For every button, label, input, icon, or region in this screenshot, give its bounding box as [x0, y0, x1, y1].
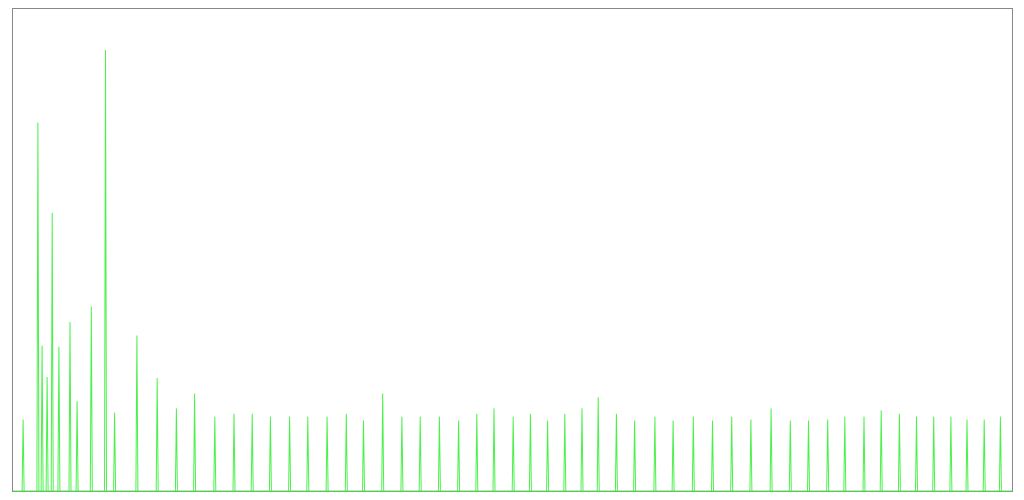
spike-38: [614, 413, 618, 492]
spike-5: [50, 212, 54, 492]
spike-13: [155, 377, 159, 492]
spike-1: [21, 419, 25, 492]
spike-31: [492, 408, 496, 492]
spike-18: [250, 413, 254, 492]
spike-28: [437, 416, 441, 492]
spike-6: [57, 346, 61, 492]
spike-58: [982, 419, 986, 492]
spike-33: [528, 413, 532, 492]
spike-17: [232, 413, 236, 492]
spike-56: [949, 416, 953, 492]
spike-37: [596, 397, 600, 492]
spike-35: [563, 413, 567, 492]
spike-24: [362, 420, 365, 492]
spike-49: [826, 419, 830, 492]
spike-15: [193, 393, 197, 492]
spike-12: [135, 335, 139, 492]
spike-4: [45, 377, 49, 492]
spike-48: [807, 420, 810, 492]
spike-44: [730, 416, 734, 492]
spike-22: [325, 416, 329, 492]
spike-47: [788, 420, 792, 492]
spike-32: [511, 416, 515, 492]
spike-34: [546, 420, 550, 492]
spike-30: [475, 413, 479, 492]
spike-3: [40, 345, 44, 492]
spike-52: [879, 410, 883, 492]
spike-45: [749, 419, 753, 492]
spike-39: [633, 420, 637, 492]
spike-10: [104, 50, 107, 492]
spike-41: [671, 420, 675, 492]
spike-2: [36, 122, 40, 492]
spike-59: [998, 416, 1002, 492]
spike-55: [932, 416, 936, 492]
spike-21: [306, 416, 310, 492]
spike-43: [711, 420, 714, 492]
spike-26: [400, 416, 404, 492]
spike-11: [113, 412, 117, 492]
spike-46: [769, 408, 773, 492]
spike-42: [691, 416, 695, 492]
spike-20: [288, 416, 292, 492]
spike-54: [915, 416, 918, 492]
plot-frame: [12, 8, 1013, 492]
spike-57: [965, 419, 969, 492]
spike-9: [89, 306, 93, 492]
spike-8: [75, 401, 79, 492]
spike-29: [457, 420, 461, 492]
series-layer: [12, 50, 1013, 492]
spike-25: [381, 393, 385, 492]
spike-27: [418, 416, 422, 492]
spike-36: [580, 408, 584, 492]
spike-23: [344, 413, 348, 492]
spike-53: [897, 413, 901, 492]
spike-19: [268, 416, 272, 492]
spike-50: [843, 416, 847, 492]
spike-7: [68, 321, 72, 492]
spike-14: [174, 408, 178, 492]
spike-16: [213, 416, 217, 492]
spike-51: [862, 416, 866, 492]
spike-40: [653, 416, 657, 492]
